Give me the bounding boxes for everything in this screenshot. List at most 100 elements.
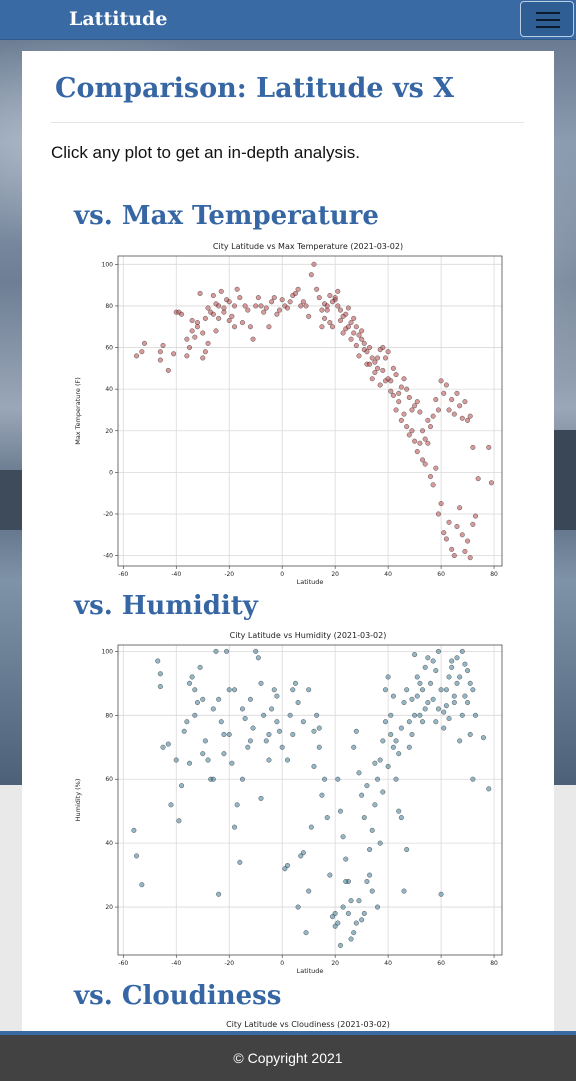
data-point	[332, 923, 338, 929]
data-point	[181, 728, 187, 734]
data-point	[239, 320, 245, 326]
data-point	[351, 330, 357, 336]
data-point	[375, 776, 381, 782]
data-point	[441, 530, 447, 536]
data-point	[351, 930, 357, 936]
data-point	[412, 652, 418, 658]
data-point	[210, 311, 216, 317]
data-point	[232, 324, 238, 330]
data-point	[330, 324, 336, 330]
data-point	[412, 712, 418, 718]
data-point	[351, 315, 357, 321]
data-point	[295, 286, 301, 292]
y-tick-label: 20	[105, 428, 113, 435]
data-point	[266, 731, 272, 737]
cloudiness-scatter-plot: City Latitude vs Cloudiness (2021-03-02)	[226, 1020, 390, 1029]
y-tick-label: 40	[105, 386, 113, 393]
data-point	[462, 548, 468, 554]
x-tick-label: 40	[384, 960, 392, 967]
plot-link-max-temperature[interactable]: City Latitude vs Max Temperature (2021-0…	[72, 240, 504, 586]
data-point	[356, 770, 362, 776]
data-point	[372, 802, 378, 808]
data-point	[210, 706, 216, 712]
title-divider	[51, 122, 524, 123]
data-point	[348, 936, 354, 942]
data-point	[398, 384, 404, 390]
data-point	[443, 536, 449, 542]
data-point	[401, 888, 407, 894]
data-point	[404, 386, 410, 392]
data-point	[266, 324, 272, 330]
data-point	[438, 501, 444, 507]
data-point	[205, 340, 211, 346]
data-point	[457, 674, 463, 680]
data-point	[348, 336, 354, 342]
data-point	[247, 696, 253, 702]
data-point	[213, 648, 219, 654]
data-point	[459, 415, 465, 421]
data-point	[335, 776, 341, 782]
data-point	[322, 776, 328, 782]
plot-title: City Latitude vs Max Temperature (2021-0…	[213, 242, 403, 251]
data-point	[441, 725, 447, 731]
plot-title: City Latitude vs Cloudiness (2021-03-02)	[226, 1020, 390, 1029]
data-point	[202, 349, 208, 355]
data-point	[393, 738, 399, 744]
navbar-toggle-button[interactable]	[520, 1, 574, 37]
data-point	[298, 853, 304, 859]
data-point	[210, 776, 216, 782]
data-point	[292, 680, 298, 686]
x-tick-label: 0	[280, 960, 284, 967]
data-point	[271, 295, 277, 301]
x-tick-label: 60	[437, 960, 445, 967]
x-axis-label: Latitude	[297, 578, 324, 586]
navbar-brand-link[interactable]: Lattitude	[69, 8, 168, 30]
y-tick-label: 40	[105, 840, 113, 847]
data-point	[465, 417, 471, 423]
data-point	[385, 763, 391, 769]
data-point	[332, 295, 338, 301]
data-point	[187, 680, 193, 686]
data-point	[284, 757, 290, 763]
data-point	[210, 293, 216, 299]
data-point	[232, 303, 238, 309]
data-point	[467, 413, 473, 419]
data-point	[451, 693, 457, 699]
data-point	[287, 299, 293, 305]
data-point	[359, 917, 365, 923]
data-point	[382, 687, 388, 693]
data-point	[131, 827, 137, 833]
data-point	[451, 553, 457, 559]
data-point	[300, 850, 306, 856]
plot-link-cloudiness[interactable]: City Latitude vs Cloudiness (2021-03-02)	[72, 1018, 504, 1032]
data-point	[369, 888, 375, 894]
data-point	[332, 910, 338, 916]
data-point	[266, 757, 272, 763]
data-point	[303, 930, 309, 936]
data-point	[372, 359, 378, 365]
data-point	[306, 687, 312, 693]
x-tick-label: 20	[331, 571, 339, 578]
data-point	[404, 424, 410, 430]
plot-link-humidity[interactable]: City Latitude vs Humidity (2021-03-02) -6…	[72, 629, 504, 975]
data-point	[298, 303, 304, 309]
y-tick-label: 100	[102, 261, 114, 268]
data-point	[335, 288, 341, 294]
data-point	[459, 712, 465, 718]
data-point	[303, 303, 309, 309]
data-point	[367, 345, 373, 351]
data-point	[446, 674, 452, 680]
data-point	[316, 744, 322, 750]
data-point	[184, 719, 190, 725]
data-point	[393, 372, 399, 378]
data-point	[176, 818, 182, 824]
x-tick-label: 20	[331, 960, 339, 967]
data-point	[425, 655, 431, 661]
data-point	[322, 315, 328, 321]
data-point	[420, 457, 426, 463]
y-tick-label: 100	[102, 648, 114, 655]
data-point	[446, 716, 452, 722]
data-point	[234, 802, 240, 808]
data-point	[295, 904, 301, 910]
data-point	[290, 731, 296, 737]
